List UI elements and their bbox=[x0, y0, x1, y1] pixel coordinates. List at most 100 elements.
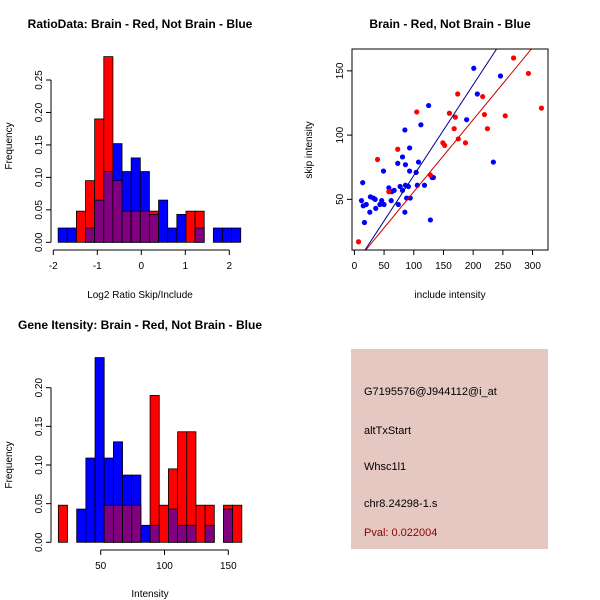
y-tick-label: 0.10 bbox=[34, 455, 45, 475]
point-blue bbox=[402, 162, 409, 168]
point-blue bbox=[373, 205, 379, 211]
bar-overlap bbox=[103, 171, 114, 243]
point-blue bbox=[363, 201, 369, 208]
x-tick-label: 1 bbox=[183, 261, 189, 272]
y-tick-label: 0.15 bbox=[34, 135, 45, 155]
point-blue bbox=[497, 73, 504, 79]
hist1-plot: 0.00 0.05 0.10 0.15 0.20 0.25 -2 -1 0 1 2 bbox=[34, 56, 242, 272]
point-blue bbox=[427, 217, 433, 223]
bar-blue bbox=[140, 524, 151, 543]
point-blue bbox=[397, 183, 403, 190]
x-tick-label: 2 bbox=[227, 261, 233, 272]
point-red bbox=[395, 146, 401, 152]
hist2-xlabel: Intensity bbox=[131, 589, 168, 600]
bar-overlap bbox=[204, 524, 215, 543]
point-red bbox=[374, 156, 381, 163]
bar-blue bbox=[57, 227, 68, 243]
point-blue bbox=[464, 117, 470, 123]
bar-overlap bbox=[130, 210, 141, 243]
point-blue bbox=[386, 185, 392, 191]
y-tick-label: 0.05 bbox=[34, 493, 45, 513]
y-tick-label: 100 bbox=[335, 126, 346, 143]
bar-blue bbox=[212, 227, 223, 243]
point-blue bbox=[402, 127, 408, 133]
plot-box bbox=[351, 48, 549, 251]
point-blue bbox=[361, 219, 368, 226]
x-tick-label: 150 bbox=[220, 561, 237, 572]
x-tick-label: 100 bbox=[405, 261, 422, 272]
x-tick-label: 100 bbox=[156, 561, 173, 572]
point-blue bbox=[367, 209, 373, 215]
bar-overlap bbox=[112, 504, 123, 543]
point-red bbox=[446, 110, 453, 116]
bar-overlap bbox=[149, 524, 160, 543]
info-locus: chr8.24298-1.s bbox=[364, 498, 438, 510]
x-tick-label: 50 bbox=[95, 561, 107, 572]
bar-blue bbox=[76, 508, 87, 543]
point-blue bbox=[388, 198, 394, 204]
x-tick-label: 300 bbox=[524, 261, 541, 272]
bar-blue bbox=[158, 199, 169, 243]
point-red bbox=[462, 140, 469, 146]
point-red bbox=[442, 142, 448, 148]
bar-overlap bbox=[139, 210, 150, 243]
y-tick-label: 50 bbox=[335, 193, 346, 205]
y-tick-label: 0.05 bbox=[34, 200, 45, 220]
point-blue bbox=[377, 201, 383, 208]
bar-red bbox=[185, 210, 196, 243]
x-tick-label: 200 bbox=[465, 261, 482, 272]
bar-blue bbox=[222, 227, 233, 243]
point-red bbox=[525, 70, 532, 77]
fit-line-red bbox=[365, 49, 533, 250]
fit-line-blue bbox=[364, 49, 498, 250]
scatter-title: Brain - Red, Not Brain - Blue bbox=[369, 17, 531, 31]
point-red bbox=[481, 111, 488, 118]
bar-red bbox=[232, 504, 243, 543]
point-red bbox=[386, 189, 392, 195]
bar-overlap bbox=[85, 227, 96, 243]
info-probe: G7195576@J944112@i_at bbox=[364, 386, 497, 398]
x-tick-label: 0 bbox=[139, 261, 145, 272]
info-pval: Pval: 0.022004 bbox=[364, 527, 437, 539]
bar-blue bbox=[85, 457, 96, 543]
bar-red bbox=[76, 210, 86, 243]
point-red bbox=[355, 239, 362, 245]
point-blue bbox=[407, 195, 413, 201]
info-gene: Whsc1l1 bbox=[364, 461, 406, 473]
point-red bbox=[452, 114, 458, 120]
y-tick-label: 0.15 bbox=[34, 416, 45, 436]
bar-overlap bbox=[103, 504, 114, 543]
point-red bbox=[455, 136, 461, 142]
bar-overlap bbox=[186, 524, 197, 543]
point-blue bbox=[418, 122, 424, 128]
bar-overlap bbox=[149, 213, 159, 243]
y-tick-label: 0.00 bbox=[34, 532, 45, 552]
bar-overlap bbox=[121, 210, 132, 243]
hist1-ylabel: Frequency bbox=[4, 122, 15, 169]
bar-overlap bbox=[131, 504, 142, 543]
bar-overlap bbox=[94, 199, 105, 243]
point-red bbox=[455, 91, 461, 97]
scatter-plot: 0 50 100 150 200 250 300 50 100 150 bbox=[335, 48, 549, 272]
bar-red bbox=[195, 504, 206, 543]
bar-blue bbox=[66, 227, 77, 243]
bar-red bbox=[149, 395, 160, 543]
point-red bbox=[414, 109, 420, 115]
y-tick-label: 0.20 bbox=[34, 102, 45, 122]
point-red bbox=[484, 126, 491, 132]
point-blue bbox=[395, 160, 401, 166]
point-blue bbox=[426, 102, 432, 109]
y-tick-label: 150 bbox=[335, 62, 346, 79]
hist2-plot: 0.00 0.05 0.10 0.15 0.20 50 100 150 bbox=[34, 357, 243, 572]
info-event: altTxStart bbox=[364, 425, 411, 437]
point-blue bbox=[407, 168, 413, 174]
point-blue bbox=[381, 201, 387, 208]
x-tick-label: -1 bbox=[93, 261, 102, 272]
bar-blue bbox=[94, 357, 105, 543]
y-tick-label: 0.00 bbox=[34, 232, 45, 252]
scatter-xlabel: include intensity bbox=[414, 290, 485, 301]
info-panel bbox=[351, 349, 548, 549]
bar-overlap bbox=[112, 180, 123, 243]
point-blue bbox=[360, 180, 366, 186]
